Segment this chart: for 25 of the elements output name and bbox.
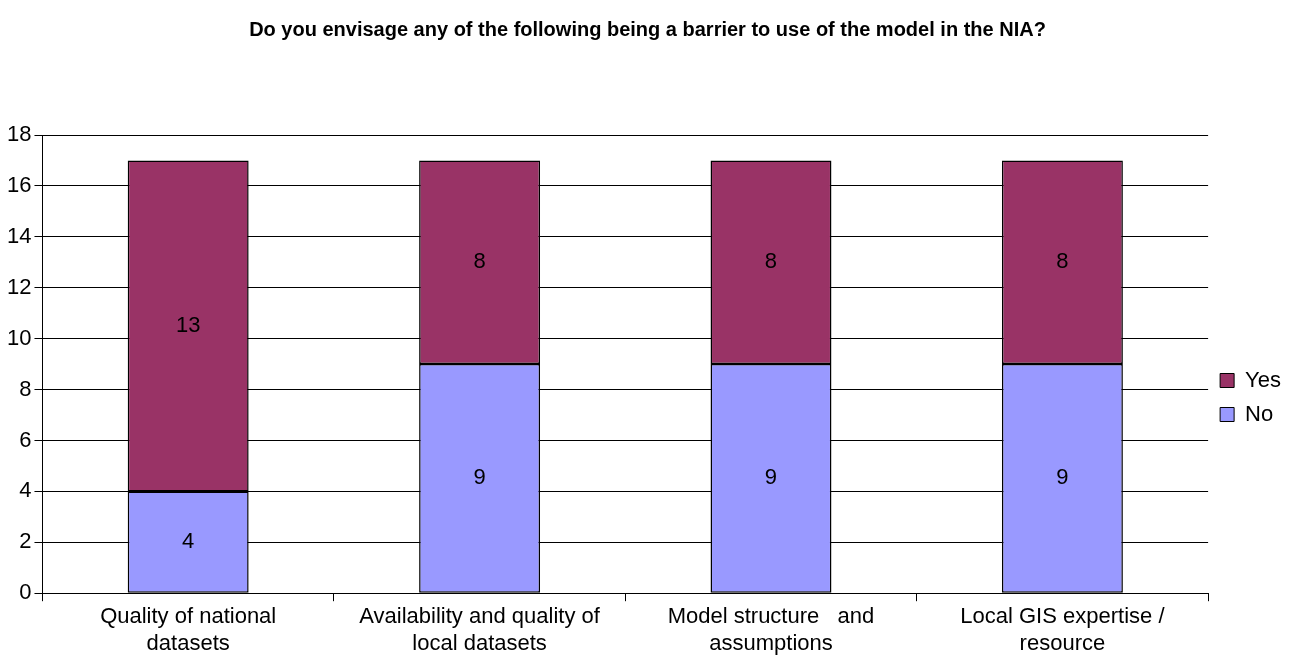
y-tick-label: 2 xyxy=(19,528,32,554)
data-label: 8 xyxy=(1056,248,1069,274)
y-tick-label: 14 xyxy=(6,222,32,248)
x-tick-label: Model structure and assumptions xyxy=(667,603,875,655)
legend-label: Yes xyxy=(1245,366,1281,392)
data-label: 9 xyxy=(764,464,778,490)
data-label: 13 xyxy=(175,311,201,337)
data-label: 8 xyxy=(764,248,778,274)
x-tick-label: Local GIS expertise / resource xyxy=(960,603,1166,655)
y-tick-label: 10 xyxy=(6,324,32,350)
x-tick-label: Quality of national datasets xyxy=(100,603,277,655)
y-tick-label: 6 xyxy=(19,426,32,452)
x-tick-label: Availability and quality of local datasets xyxy=(359,603,601,655)
y-tick-label: 12 xyxy=(6,273,32,299)
data-label: 4 xyxy=(182,528,195,554)
y-tick-label: 18 xyxy=(6,121,32,147)
y-tick-label: 4 xyxy=(19,477,32,503)
data-label: 9 xyxy=(473,464,486,490)
chart-title: Do you envisage any of the following being a barrier to use of the model in the NIA? xyxy=(248,18,1047,41)
y-tick-label: 8 xyxy=(19,375,32,401)
y-tick-label: 0 xyxy=(19,579,32,605)
y-tick-label: 16 xyxy=(6,171,32,197)
data-label: 9 xyxy=(1056,464,1069,490)
legend-label: No xyxy=(1245,400,1274,426)
data-label: 8 xyxy=(473,248,486,274)
